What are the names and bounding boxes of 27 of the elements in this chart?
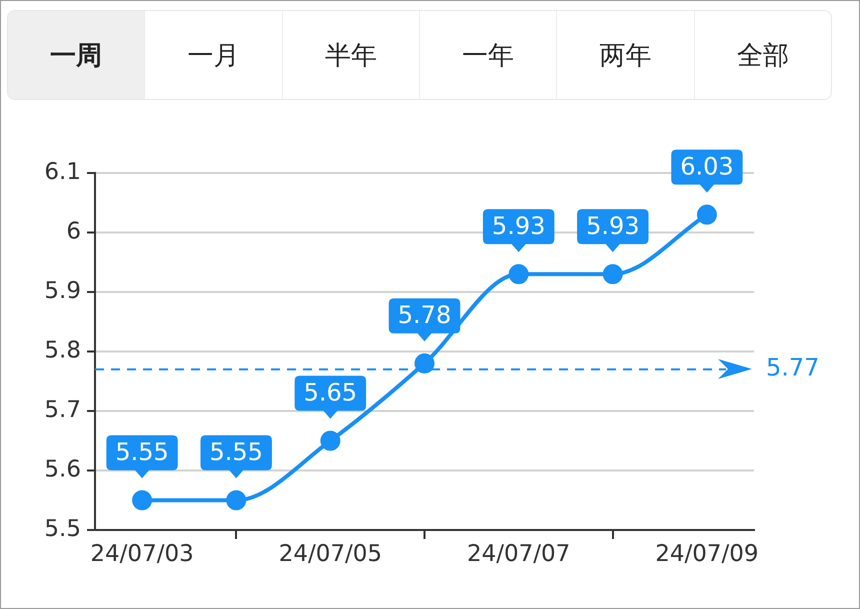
point [132, 490, 152, 510]
data-label: 6.03 [680, 152, 734, 180]
data-label: 5.55 [115, 438, 169, 466]
point [602, 264, 623, 284]
data-label: 5.78 [398, 301, 452, 330]
point [414, 353, 434, 374]
x-tick-label: 24/07/05 [278, 540, 382, 567]
y-tick-label: 5.8 [44, 337, 81, 364]
y-tick-label: 5.9 [44, 278, 81, 304]
y-tick-label: 5.6 [44, 456, 81, 482]
y-tick-label: 5.5 [44, 516, 81, 542]
point [508, 264, 529, 284]
tab[interactable]: 一周 [8, 11, 146, 99]
x-tick-label: 24/07/07 [466, 540, 570, 567]
point [696, 204, 717, 225]
ref-line-label: 5.77 [766, 354, 820, 382]
data-label: 5.93 [586, 212, 640, 240]
y-tick-label: 5.7 [44, 396, 81, 423]
data-label: 5.65 [304, 378, 358, 406]
data-label: 5.93 [492, 212, 546, 240]
y-tick-label: 6.1 [44, 158, 81, 185]
point [320, 430, 340, 451]
point [226, 490, 246, 510]
y-tick-label: 6 [66, 218, 81, 244]
data-label: 5.55 [209, 438, 263, 466]
x-tick-label: 24/07/09 [655, 540, 759, 567]
x-tick-label: 24/07/03 [90, 540, 194, 567]
